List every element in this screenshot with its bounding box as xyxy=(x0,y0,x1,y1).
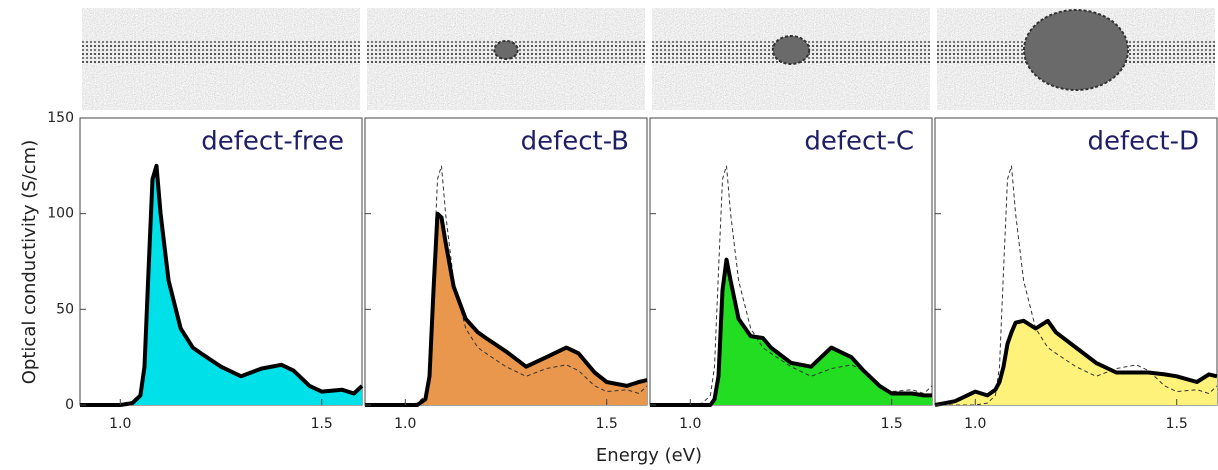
y-tick-label: 50 xyxy=(56,301,74,317)
y-tick-label: 150 xyxy=(47,110,74,126)
defect-blob xyxy=(771,35,811,65)
micrograph xyxy=(82,8,360,110)
spectrum-area xyxy=(935,320,1217,405)
x-tick-label: 1.0 xyxy=(964,416,986,432)
y-axis-label: Optical conductivity (S/cm) xyxy=(19,140,40,384)
spectrum-line xyxy=(650,257,932,407)
spectrum-area xyxy=(365,213,647,405)
y-tick-label: 0 xyxy=(65,397,74,413)
micrograph-noise xyxy=(82,8,360,110)
x-tick-label: 1.0 xyxy=(679,416,701,432)
x-tick-label: 1.0 xyxy=(109,416,131,432)
spectrum-line xyxy=(365,211,648,407)
spectrum-area xyxy=(80,165,362,405)
x-tick-label: 1.0 xyxy=(394,416,416,432)
panel-title: defect-free xyxy=(201,127,344,157)
x-tick-label: 1.5 xyxy=(881,416,903,432)
x-tick-label: 1.5 xyxy=(311,416,333,432)
micrograph xyxy=(367,8,645,110)
panel-title: defect-D xyxy=(1087,127,1199,157)
spectrum-area xyxy=(650,259,932,405)
x-tick-label: 1.5 xyxy=(1166,416,1188,432)
plot-frame xyxy=(79,117,363,406)
micrograph xyxy=(652,8,930,110)
x-tick-label: 1.5 xyxy=(596,416,618,432)
spectrum-line xyxy=(80,163,364,407)
panel-title: defect-C xyxy=(804,127,914,157)
defect-blob xyxy=(493,40,519,60)
y-tick-label: 100 xyxy=(47,206,74,222)
reference-line xyxy=(365,165,648,406)
panel-title: defect-B xyxy=(521,127,629,157)
x-axis-label: Energy (eV) xyxy=(596,445,702,466)
spectrum-line xyxy=(934,318,1218,407)
micrograph xyxy=(937,8,1215,110)
reference-line xyxy=(935,165,1218,406)
defect-blob xyxy=(1023,9,1129,91)
